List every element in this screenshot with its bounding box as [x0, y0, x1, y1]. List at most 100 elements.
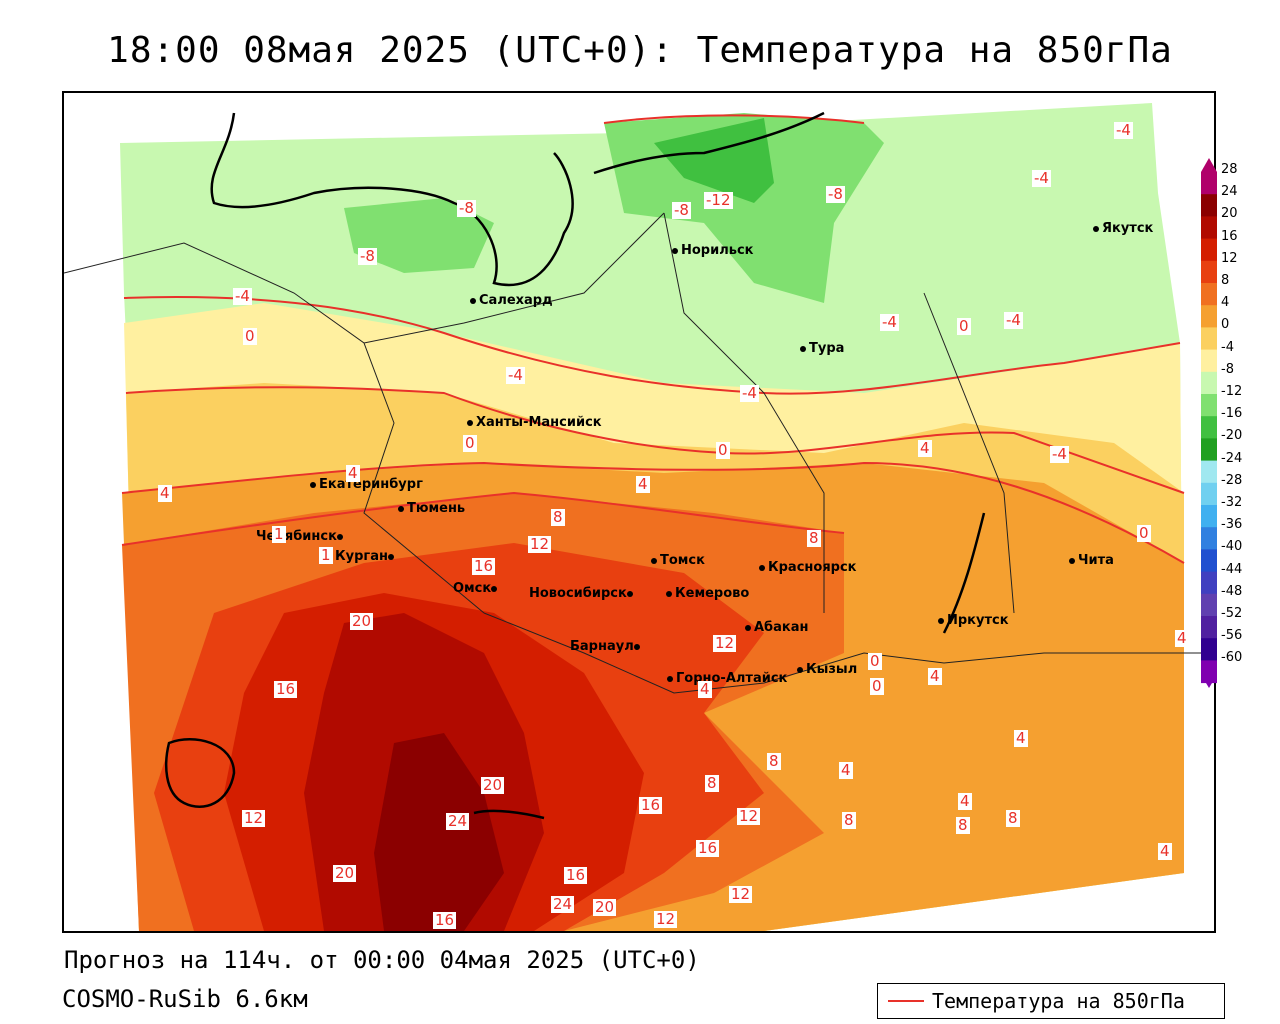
- contour-label: 16: [564, 866, 588, 884]
- contour-label: 1: [272, 525, 286, 543]
- contour-label: 0: [868, 652, 882, 670]
- colorbar-swatch: [1201, 327, 1217, 351]
- colorbar-tick-label: -60: [1221, 650, 1243, 666]
- city-kurgan: Курган: [335, 549, 397, 564]
- colorbar-swatch: [1201, 305, 1217, 328]
- city-dot: [626, 590, 633, 597]
- legend-label: Температура на 850гПа: [932, 989, 1185, 1013]
- colorbar-swatch: [1201, 283, 1217, 306]
- contour-label: -8: [358, 247, 377, 265]
- city-tomsk: Томск: [651, 553, 705, 568]
- colorbar-swatch: [1201, 216, 1217, 240]
- city-dot: [491, 585, 498, 592]
- contour-label: -4: [1050, 445, 1069, 463]
- contour-label: 8: [767, 752, 781, 770]
- contour-label: 0: [716, 441, 730, 459]
- colorbar-tick-label: -36: [1221, 517, 1243, 533]
- colorbar-tick-label: -12: [1221, 384, 1243, 399]
- city-irkutsk: Иркутск: [938, 613, 1009, 628]
- city-barnaul: Барнаул: [570, 639, 643, 654]
- contour-label: 4: [918, 439, 932, 457]
- contour-label: -8: [826, 185, 845, 203]
- city-tyumen: Тюмень: [398, 501, 465, 516]
- city-dot: [800, 345, 806, 352]
- colorbar-swatch: [1201, 416, 1217, 439]
- city-chita: Чита: [1069, 553, 1114, 568]
- colorbar-tick-label: -56: [1221, 628, 1243, 644]
- city-dot: [797, 666, 803, 673]
- colorbar-tick-label: -8: [1221, 361, 1234, 377]
- contour-label: 0: [1137, 524, 1151, 542]
- colorbar-tick-label: -32: [1221, 495, 1243, 510]
- contour-label: 12: [528, 535, 552, 553]
- colorbar-tick-label: -4: [1221, 339, 1234, 355]
- colorbar-tick-label: -48: [1221, 583, 1243, 599]
- colorbar-swatch: [1201, 238, 1217, 262]
- city-dot: [745, 624, 751, 631]
- contour-label: 4: [1158, 842, 1172, 860]
- temperature-fields: [120, 103, 1184, 931]
- colorbar-swatch: [1201, 549, 1217, 573]
- colorbar-tick-label: 0: [1221, 317, 1230, 333]
- contour-label: 20: [481, 776, 505, 794]
- model-name: COSMO-RuSib 6.6км: [62, 985, 308, 1013]
- colorbar-swatch: [1201, 482, 1217, 506]
- contour-label: 4: [928, 667, 942, 685]
- city-kyzyl: Кызыл: [797, 662, 857, 677]
- contour-label: 16: [433, 911, 457, 929]
- city-dot: [667, 675, 673, 682]
- contour-label: 8: [705, 774, 719, 792]
- city-tura: Тура: [800, 341, 844, 356]
- contour-label: 4: [1175, 629, 1189, 647]
- contour-label: 4: [636, 475, 650, 493]
- contour-label: 20: [333, 864, 357, 882]
- colorbar-swatch: [1201, 394, 1217, 417]
- contour-label: 4: [958, 792, 972, 810]
- coastline: [164, 111, 986, 820]
- colorbar-tick-label: -52: [1221, 606, 1243, 621]
- contour-label: 4: [158, 484, 172, 502]
- city-dot: [1093, 225, 1099, 232]
- contour-label: -4: [1114, 121, 1133, 139]
- colorbar-swatch: [1201, 460, 1217, 484]
- city-novosibirsk: Новосибирск: [529, 586, 636, 601]
- legend: Температура на 850гПа: [877, 983, 1225, 1019]
- colorbar-swatch: [1201, 593, 1217, 617]
- contour-label: -4: [740, 384, 759, 402]
- city-salekhard: Салехард: [470, 293, 553, 308]
- colorbar-tick-label: 8: [1221, 273, 1230, 288]
- colorbar-swatch: [1201, 438, 1217, 462]
- city-omsk: Омск: [453, 581, 500, 596]
- city-khanty-mansiysk: Ханты-Мансийск: [467, 415, 602, 430]
- colorbar-tick-label: -40: [1221, 539, 1243, 555]
- colorbar-tick-label: 28: [1221, 162, 1238, 177]
- contour-label: 1: [319, 546, 333, 564]
- city-gorno-altaysk: Горно-Алтайск: [667, 671, 787, 686]
- contour-label: 8: [551, 508, 565, 526]
- colorbar-swatch: [1201, 260, 1217, 284]
- map-area: [62, 91, 1216, 933]
- colorbar-swatch: [1201, 571, 1217, 595]
- contour-label: 12: [729, 885, 753, 903]
- colorbar-swatch: [1201, 527, 1217, 550]
- city-dot: [759, 564, 765, 571]
- city-krasnoyarsk: Красноярск: [759, 560, 857, 575]
- contour-label: -8: [457, 199, 476, 217]
- contour-label: -4: [880, 313, 899, 331]
- contour-label: 0: [463, 434, 477, 452]
- contour-label: 12: [713, 634, 737, 652]
- city-dot: [938, 617, 944, 624]
- contour-label: 16: [696, 839, 720, 857]
- colorbar-tick-label: -28: [1221, 472, 1243, 488]
- contour-label: 24: [446, 812, 470, 830]
- contour-label: 12: [654, 910, 678, 928]
- colorbar-tick-label: 4: [1221, 295, 1230, 311]
- forecast-info: Прогноз на 114ч. от 00:00 04мая 2025 (UT…: [64, 946, 700, 974]
- colorbar: [1201, 158, 1217, 688]
- contour-label: -4: [1032, 169, 1051, 187]
- colorbar-bottom-arrow: [1201, 674, 1217, 688]
- city-yakutsk: Якутск: [1093, 221, 1153, 236]
- contour-label: 20: [593, 898, 617, 916]
- colorbar-tick-label: -24: [1221, 450, 1243, 466]
- colorbar-tick-label: 20: [1221, 206, 1238, 222]
